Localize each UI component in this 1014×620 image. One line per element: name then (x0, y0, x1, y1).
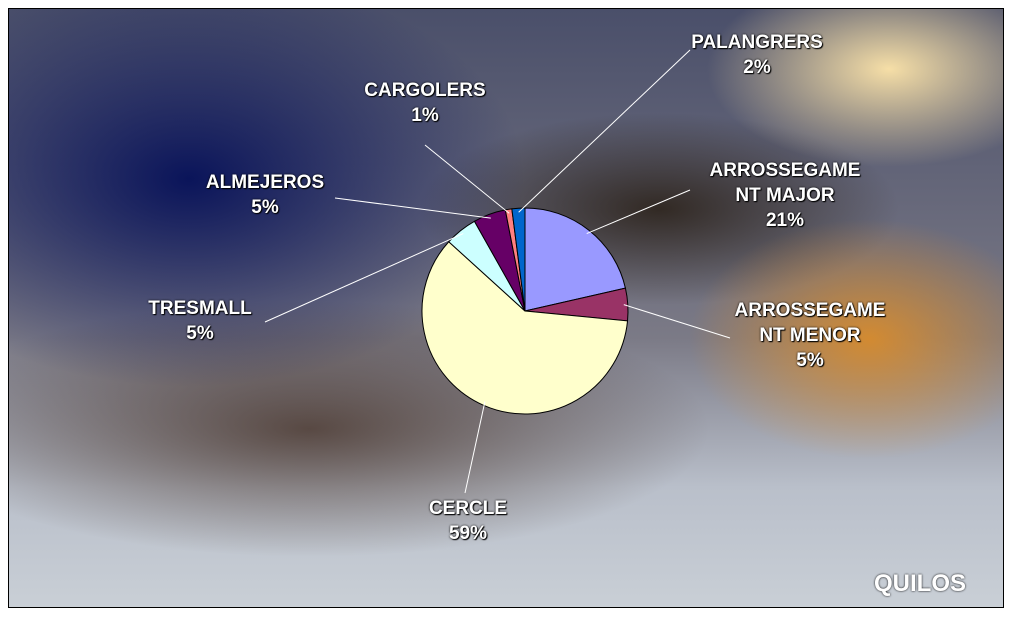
slice-value: 2% (657, 55, 857, 80)
leader-line (465, 402, 485, 493)
slice-value: 5% (100, 321, 300, 346)
leader-line (425, 145, 509, 213)
slice-value: 5% (710, 348, 910, 373)
slice-value: 59% (368, 521, 568, 546)
slice-value: 21% (685, 208, 885, 233)
slice-name: ARROSSEGAMENT MENOR (730, 298, 890, 348)
slice-name: CERCLE (388, 496, 548, 521)
leader-line (587, 190, 690, 234)
chart-title: QUILOS (874, 570, 966, 598)
slice-value: 1% (325, 103, 525, 128)
slice-name: ALMEJEROS (185, 170, 345, 195)
slice-name: PALANGRERS (677, 30, 837, 55)
slice-value: 5% (165, 195, 365, 220)
slice-name: ARROSSEGAMENT MAJOR (705, 158, 865, 208)
slice-name: CARGOLERS (345, 78, 505, 103)
slice-name: TRESMALL (120, 296, 280, 321)
